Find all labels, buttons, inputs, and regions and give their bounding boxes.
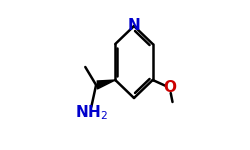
Text: O: O bbox=[163, 81, 176, 96]
Polygon shape bbox=[97, 80, 115, 89]
Text: N: N bbox=[128, 18, 140, 33]
Text: NH$_2$: NH$_2$ bbox=[75, 104, 108, 122]
